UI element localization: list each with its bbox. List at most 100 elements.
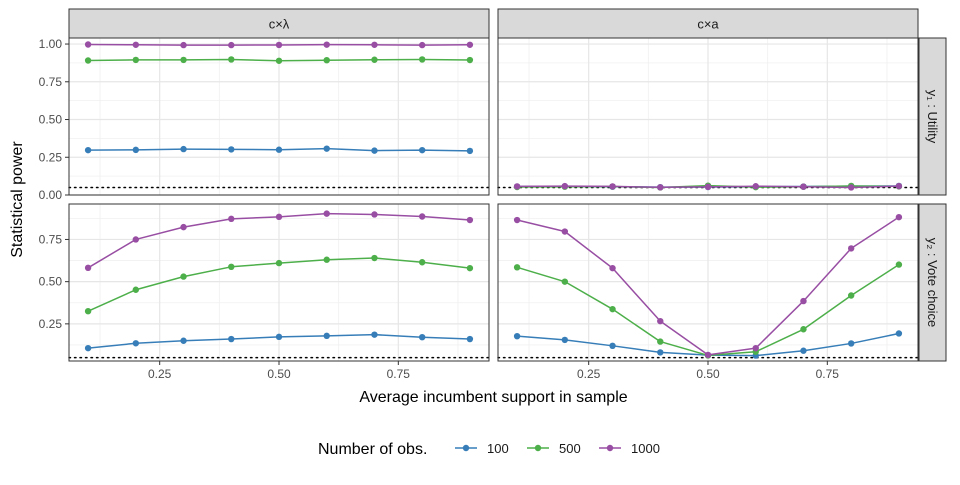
data-point-3-1000-1 bbox=[561, 228, 569, 235]
data-point-2-500-7 bbox=[418, 259, 426, 266]
data-point-2-1000-6 bbox=[371, 211, 378, 218]
data-point-1-1000-5 bbox=[752, 183, 759, 190]
data-point-0-1000-5 bbox=[323, 41, 330, 48]
data-point-2-100-6 bbox=[371, 331, 378, 338]
data-point-2-500-1 bbox=[132, 286, 140, 293]
y-tick-label-0-1: 0.25 bbox=[39, 150, 63, 164]
data-point-3-1000-4 bbox=[704, 351, 712, 359]
data-point-0-1000-2 bbox=[180, 41, 187, 49]
data-point-3-500-8 bbox=[895, 261, 903, 268]
data-point-3-500-7 bbox=[847, 292, 855, 299]
panel-border-1 bbox=[497, 37, 919, 196]
data-point-3-1000-8 bbox=[895, 213, 903, 221]
data-point-0-1000-8 bbox=[466, 41, 474, 48]
data-point-3-100-3 bbox=[657, 349, 664, 356]
y-tick-label-0-3: 0.75 bbox=[39, 75, 63, 89]
y-tick-label-0-0: 0.00 bbox=[39, 188, 63, 202]
data-point-2-500-4 bbox=[275, 259, 283, 267]
data-point-0-100-3 bbox=[228, 146, 235, 153]
data-point-2-100-7 bbox=[418, 333, 426, 341]
y-tick-label-1-2: 0.75 bbox=[39, 232, 63, 246]
y-tick-label-1-0: 0.25 bbox=[39, 317, 63, 331]
data-point-2-100-3 bbox=[228, 335, 235, 343]
data-point-2-500-0 bbox=[84, 307, 92, 315]
data-point-1-1000-6 bbox=[800, 183, 807, 190]
data-point-0-500-0 bbox=[84, 57, 92, 64]
data-point-1-1000-4 bbox=[704, 183, 712, 191]
data-point-2-1000-3 bbox=[228, 215, 235, 223]
data-point-2-100-5 bbox=[323, 332, 330, 340]
data-point-0-1000-1 bbox=[132, 41, 140, 48]
data-point-2-100-0 bbox=[84, 344, 92, 352]
data-point-0-1000-3 bbox=[228, 41, 235, 49]
y-tick-label-0-4: 1.00 bbox=[39, 37, 63, 51]
row-strip-0 bbox=[918, 37, 947, 196]
legend-marker-100 bbox=[462, 444, 470, 452]
y-axis-title: Statistical power bbox=[9, 141, 26, 258]
data-point-2-1000-8 bbox=[466, 216, 474, 224]
data-point-0-500-7 bbox=[418, 56, 426, 63]
data-point-1-1000-8 bbox=[895, 182, 903, 190]
data-point-3-100-0 bbox=[513, 332, 521, 340]
data-point-2-1000-0 bbox=[84, 264, 92, 272]
data-point-3-500-6 bbox=[800, 326, 807, 333]
data-point-2-1000-4 bbox=[275, 213, 283, 221]
y-tick-label-0-2: 0.50 bbox=[39, 113, 63, 127]
data-point-0-500-1 bbox=[132, 56, 140, 64]
data-point-0-100-5 bbox=[323, 145, 330, 152]
data-point-3-1000-2 bbox=[609, 264, 616, 272]
x-tick-label-1-0: 0.25 bbox=[577, 367, 601, 381]
data-point-2-100-8 bbox=[466, 335, 474, 343]
row-strip-label-1: y₂ : Vote choice bbox=[925, 238, 940, 328]
data-point-0-100-1 bbox=[132, 146, 140, 154]
column-strip-0 bbox=[68, 8, 490, 39]
x-axis-title: Average incumbent support in sample bbox=[359, 389, 627, 406]
data-point-0-500-3 bbox=[228, 56, 235, 63]
data-point-2-100-4 bbox=[275, 333, 283, 341]
data-point-3-100-8 bbox=[895, 330, 903, 337]
data-point-2-500-8 bbox=[466, 264, 474, 272]
legend-label-100: 100 bbox=[487, 441, 509, 456]
data-point-3-100-7 bbox=[847, 340, 855, 347]
data-point-2-500-3 bbox=[228, 263, 235, 270]
data-point-3-1000-0 bbox=[513, 216, 521, 224]
data-point-0-1000-7 bbox=[418, 41, 426, 49]
data-point-0-100-4 bbox=[275, 146, 283, 153]
data-point-0-100-7 bbox=[418, 146, 426, 154]
data-point-3-500-2 bbox=[609, 305, 616, 313]
x-tick-label-1-2: 0.75 bbox=[816, 367, 840, 381]
data-point-0-500-5 bbox=[323, 56, 330, 64]
legend-marker-1000 bbox=[606, 444, 614, 452]
data-point-3-100-6 bbox=[800, 347, 807, 354]
x-tick-label-0-1: 0.50 bbox=[267, 367, 291, 381]
data-point-2-500-2 bbox=[180, 273, 187, 280]
legend-label-1000: 1000 bbox=[631, 441, 660, 456]
y-tick-label-1-1: 0.50 bbox=[39, 275, 63, 289]
data-point-0-500-8 bbox=[466, 56, 474, 64]
data-point-2-100-1 bbox=[132, 340, 140, 347]
data-point-1-1000-3 bbox=[657, 184, 664, 191]
legend-label-500: 500 bbox=[559, 441, 581, 456]
data-point-2-500-6 bbox=[371, 254, 378, 262]
column-strip-label-1: c×a bbox=[697, 17, 719, 32]
row-strip-1 bbox=[918, 203, 947, 362]
data-point-1-1000-0 bbox=[513, 183, 521, 190]
column-strip-label-0: c×λ bbox=[269, 17, 290, 32]
data-point-1-1000-1 bbox=[561, 182, 569, 190]
panel-border-0 bbox=[68, 37, 490, 196]
data-point-3-1000-7 bbox=[847, 245, 855, 252]
data-point-0-100-6 bbox=[371, 147, 378, 154]
data-point-1-1000-7 bbox=[847, 184, 855, 191]
data-point-3-500-1 bbox=[561, 278, 569, 285]
data-point-2-1000-7 bbox=[418, 213, 426, 220]
data-point-3-500-0 bbox=[513, 264, 521, 271]
data-point-0-500-2 bbox=[180, 56, 187, 64]
x-tick-label-1-1: 0.50 bbox=[696, 367, 720, 381]
data-point-0-500-4 bbox=[275, 57, 283, 64]
data-point-3-1000-5 bbox=[752, 344, 759, 352]
data-point-0-1000-6 bbox=[371, 41, 378, 48]
data-point-2-1000-5 bbox=[323, 210, 330, 217]
data-point-2-500-5 bbox=[323, 256, 330, 263]
